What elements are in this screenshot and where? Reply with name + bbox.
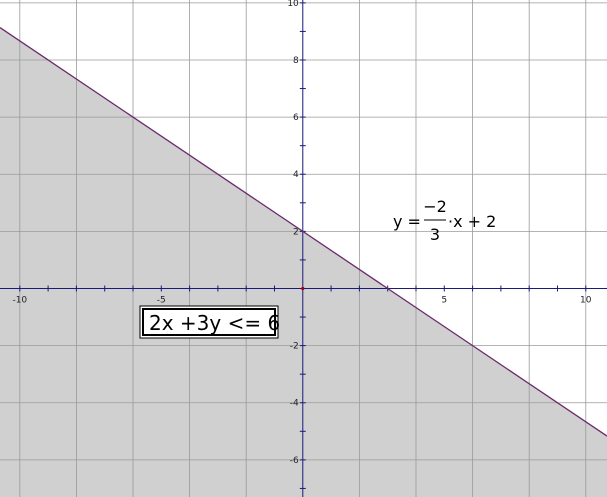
equation-denominator: 3 <box>430 225 440 244</box>
y-tick-label: 4 <box>293 170 299 180</box>
inequality-label-text: 2x +3y <= 6 <box>149 311 280 335</box>
equation-label: y = −2 3 ·x + 2 <box>393 197 496 244</box>
axis-ticks <box>19 2 587 489</box>
equation-numerator: −2 <box>423 197 447 216</box>
y-tick-label: 2 <box>293 227 299 237</box>
equation-lhs: y = <box>393 212 421 231</box>
tick-labels: -10 -5 5 10 -6 -4 -2 2 4 6 8 10 <box>12 0 591 466</box>
y-tick-label: -4 <box>290 399 299 409</box>
equation-rhs: ·x + 2 <box>448 212 496 231</box>
y-tick-label: 6 <box>293 113 299 123</box>
inequality-label-inner-box <box>142 308 276 336</box>
x-tick-label: -10 <box>12 295 27 305</box>
shaded-solution-region <box>0 27 607 497</box>
boundary-line <box>0 27 607 437</box>
x-tick-label: 10 <box>580 295 592 305</box>
y-tick-label: -6 <box>290 456 299 466</box>
inequality-label: 2x +3y <= 6 <box>139 305 280 339</box>
x-tick-label: -5 <box>157 295 166 305</box>
y-tick-label: 8 <box>293 56 299 66</box>
inequality-label-box <box>139 305 279 339</box>
y-tick-label: 10 <box>287 0 299 9</box>
origin-point <box>301 286 305 291</box>
x-tick-label: 5 <box>441 295 447 305</box>
y-tick-label: -2 <box>290 342 299 352</box>
